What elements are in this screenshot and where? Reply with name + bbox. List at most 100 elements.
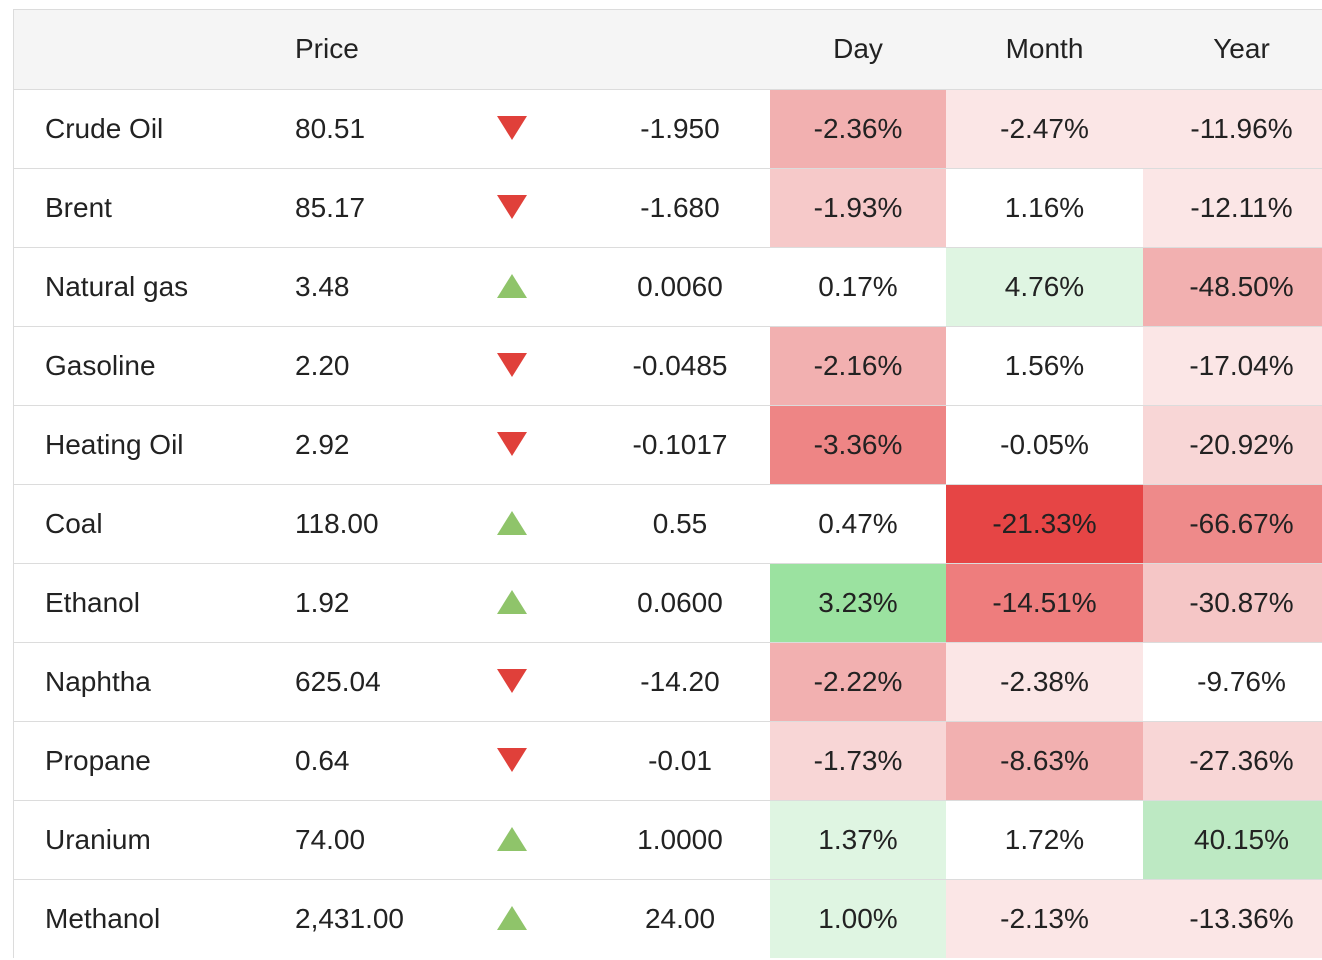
day-percent-cell: 0.47% (770, 484, 946, 563)
table-row[interactable]: Naphtha 625.04 -14.20 -2.22% -2.38% -9.76% (14, 642, 1322, 721)
direction-cell (485, 721, 590, 800)
direction-cell (485, 89, 590, 168)
price-cell: 80.51 (295, 112, 366, 144)
table-row[interactable]: Heating Oil 2.92 -0.1017 -3.36% -0.05% -20.92… (14, 405, 1322, 484)
header-day[interactable]: Day (833, 33, 883, 65)
table-row[interactable]: Methanol 2,431.00 24.00 1.00% -2.13% -13.36% (14, 879, 1322, 958)
header-change (590, 10, 770, 89)
year-percent-cell: -13.36% (1143, 879, 1322, 958)
header-name (14, 10, 295, 89)
price-cell: 85.17 (295, 191, 366, 223)
day-percent-cell: -2.22% (770, 642, 946, 721)
price-cell: 2.92 (295, 428, 350, 460)
commodity-name-link[interactable]: Naphtha (45, 665, 151, 697)
price-cell: 2.20 (295, 349, 350, 381)
year-percent-cell: 40.15% (1143, 800, 1322, 879)
year-percent-cell: -12.11% (1143, 168, 1322, 247)
table-header-row: Price Day Month Year (14, 10, 1322, 89)
table-row[interactable]: Gasoline 2.20 -0.0485 -2.16% 1.56% -17.04% (14, 326, 1322, 405)
commodity-name-link[interactable]: Brent (45, 191, 112, 223)
triangle-up-icon (496, 827, 527, 852)
direction-cell (485, 879, 590, 958)
table-row[interactable]: Uranium 74.00 1.0000 1.37% 1.72% 40.15% (14, 800, 1322, 879)
commodity-name-link[interactable]: Natural gas (45, 270, 189, 302)
change-cell: -0.1017 (632, 428, 728, 460)
change-cell: 1.0000 (637, 823, 723, 855)
year-percent-cell: -17.04% (1143, 326, 1322, 405)
month-percent-cell: 1.72% (946, 800, 1143, 879)
commodity-name-link[interactable]: Crude Oil (45, 112, 164, 144)
year-percent-cell: -11.96% (1143, 89, 1322, 168)
price-cell: 3.48 (295, 270, 350, 302)
header-price[interactable]: Price (295, 33, 359, 65)
year-percent-cell: -48.50% (1143, 247, 1322, 326)
price-cell: 0.64 (295, 744, 350, 776)
triangle-down-icon (496, 353, 527, 378)
day-percent-cell: 1.00% (770, 879, 946, 958)
change-cell: -0.0485 (632, 349, 728, 381)
month-percent-cell: -8.63% (946, 721, 1143, 800)
triangle-down-icon (496, 116, 527, 141)
direction-cell (485, 642, 590, 721)
month-percent-cell: -0.05% (946, 405, 1143, 484)
change-cell: 0.55 (652, 507, 708, 539)
month-percent-cell: -21.33% (946, 484, 1143, 563)
day-percent-cell: -3.36% (770, 405, 946, 484)
commodity-name-link[interactable]: Uranium (45, 823, 151, 855)
price-cell: 2,431.00 (295, 902, 404, 934)
day-percent-cell: -1.93% (770, 168, 946, 247)
direction-cell (485, 405, 590, 484)
commodity-name-link[interactable]: Coal (45, 507, 103, 539)
direction-cell (485, 484, 590, 563)
triangle-up-icon (496, 511, 527, 536)
table-body: Crude Oil 80.51 -1.950 -2.36% -2.47% -11.96% B… (14, 89, 1322, 958)
commodity-name-link[interactable]: Methanol (45, 902, 161, 934)
commodity-name-link[interactable]: Ethanol (45, 586, 140, 618)
day-percent-cell: -2.36% (770, 89, 946, 168)
header-month[interactable]: Month (1005, 33, 1084, 65)
triangle-down-icon (496, 432, 527, 457)
year-percent-cell: -20.92% (1143, 405, 1322, 484)
table-row[interactable]: Brent 85.17 -1.680 -1.93% 1.16% -12.11% (14, 168, 1322, 247)
price-cell: 118.00 (295, 507, 379, 539)
table-row[interactable]: Coal 118.00 0.55 0.47% -21.33% -66.67% (14, 484, 1322, 563)
change-cell: 24.00 (644, 902, 716, 934)
month-percent-cell: 4.76% (946, 247, 1143, 326)
day-percent-cell: 1.37% (770, 800, 946, 879)
month-percent-cell: 1.56% (946, 326, 1143, 405)
direction-cell (485, 800, 590, 879)
triangle-up-icon (496, 274, 527, 299)
commodity-name-link[interactable]: Gasoline (45, 349, 156, 381)
month-percent-cell: 1.16% (946, 168, 1143, 247)
header-year[interactable]: Year (1213, 33, 1270, 65)
month-percent-cell: -2.38% (946, 642, 1143, 721)
change-cell: 0.0060 (637, 270, 723, 302)
triangle-down-icon (496, 669, 527, 694)
commodity-name-link[interactable]: Heating Oil (45, 428, 184, 460)
triangle-up-icon (496, 590, 527, 615)
table-row[interactable]: Ethanol 1.92 0.0600 3.23% -14.51% -30.87% (14, 563, 1322, 642)
month-percent-cell: -2.47% (946, 89, 1143, 168)
price-cell: 1.92 (295, 586, 350, 618)
year-percent-cell: -30.87% (1143, 563, 1322, 642)
year-percent-cell: -66.67% (1143, 484, 1322, 563)
day-percent-cell: -1.73% (770, 721, 946, 800)
change-cell: 0.0600 (637, 586, 723, 618)
table-row[interactable]: Propane 0.64 -0.01 -1.73% -8.63% -27.36% (14, 721, 1322, 800)
year-percent-cell: -27.36% (1143, 721, 1322, 800)
price-cell: 625.04 (295, 665, 381, 697)
change-cell: -1.950 (640, 112, 720, 144)
triangle-down-icon (496, 748, 527, 773)
commodity-name-link[interactable]: Propane (45, 744, 151, 776)
direction-cell (485, 247, 590, 326)
header-arrow (485, 10, 590, 89)
change-cell: -1.680 (640, 191, 720, 223)
day-percent-cell: 0.17% (770, 247, 946, 326)
month-percent-cell: -14.51% (946, 563, 1143, 642)
table-row[interactable]: Natural gas 3.48 0.0060 0.17% 4.76% -48.50% (14, 247, 1322, 326)
table-row[interactable]: Crude Oil 80.51 -1.950 -2.36% -2.47% -11.96% (14, 89, 1322, 168)
change-cell: -14.20 (640, 665, 720, 697)
triangle-up-icon (496, 906, 527, 931)
direction-cell (485, 563, 590, 642)
direction-cell (485, 168, 590, 247)
